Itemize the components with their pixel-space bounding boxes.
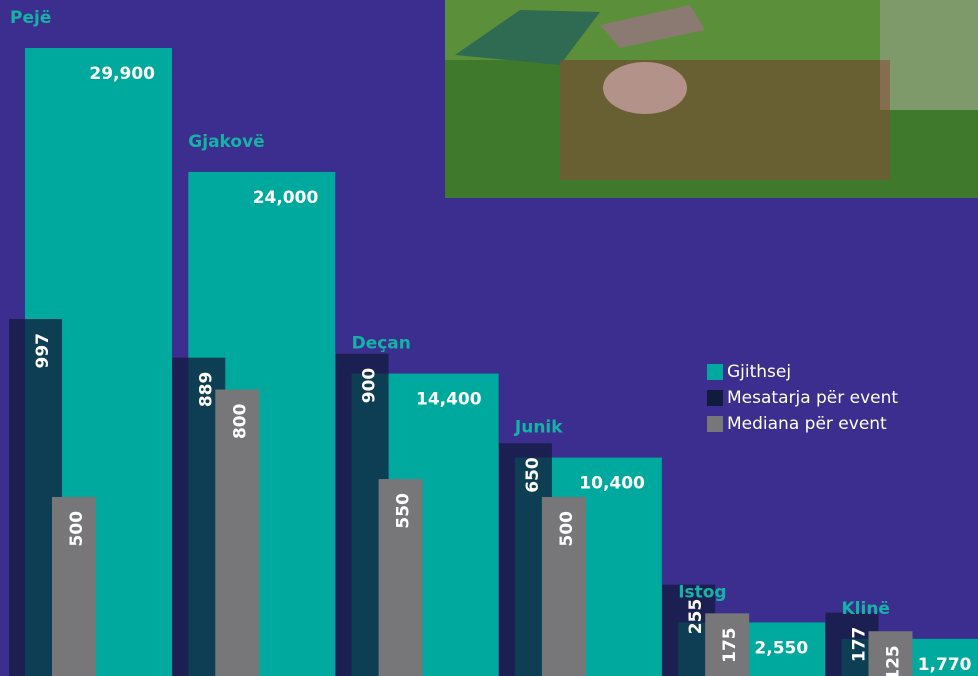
average-label: 889: [196, 372, 216, 408]
legend-swatch: [707, 364, 723, 380]
median-label: 125: [884, 645, 904, 676]
median-label: 500: [67, 511, 87, 547]
total-label: 2,550: [754, 638, 808, 658]
legend-swatch: [707, 416, 723, 432]
total-label: 24,000: [253, 188, 319, 208]
median-label: 800: [230, 403, 250, 439]
median-label: 175: [720, 627, 740, 663]
category-label: Deçan: [352, 334, 411, 354]
total-label: 29,900: [89, 64, 155, 84]
total-label: 10,400: [579, 474, 645, 494]
legend: Gjithsej Mesatarja për event Mediana për e…: [707, 362, 898, 434]
legend-label: Mesatarja për event: [727, 388, 898, 408]
median-label: 550: [394, 493, 414, 529]
category-label: Gjakovë: [188, 132, 264, 152]
legend-swatch: [707, 390, 723, 406]
legend-label: Gjithsej: [727, 362, 791, 382]
median-label: 500: [557, 511, 577, 547]
legend-label: Mediana për event: [727, 414, 887, 434]
average-label: 177: [850, 627, 870, 663]
photo: [445, 0, 978, 198]
category-label: Junik: [514, 418, 563, 438]
average-label: 900: [360, 368, 380, 404]
category-label: Klinë: [842, 599, 890, 619]
average-label: 650: [523, 457, 543, 493]
chart: Pejë 29,900 997 500 Gjakovë 24,000 889 800 Deçan…: [0, 0, 978, 676]
total-label: 1,770: [918, 655, 972, 675]
average-label: 997: [33, 333, 53, 369]
category-label: Pejë: [10, 8, 51, 28]
average-label: 255: [686, 599, 706, 635]
total-label: 14,400: [416, 390, 482, 410]
